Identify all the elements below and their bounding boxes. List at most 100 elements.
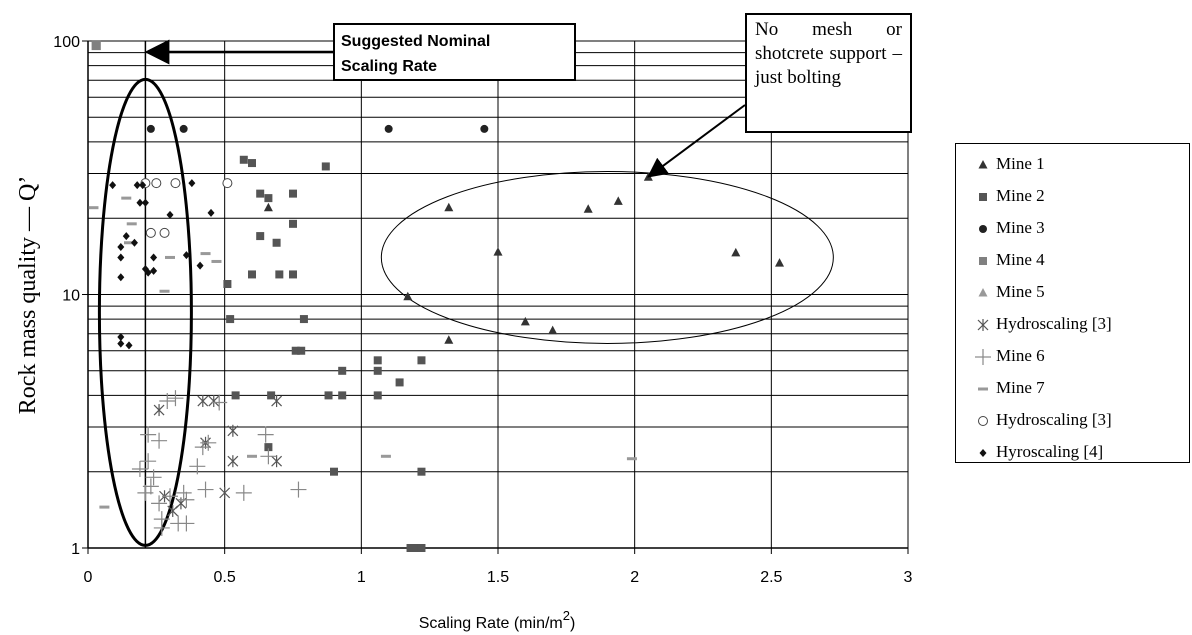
marker-diamond (207, 208, 215, 217)
series-2 (146, 124, 489, 133)
marker-square (248, 270, 256, 279)
legend-item: Hydroscaling [3] (956, 404, 1189, 436)
data-points (88, 40, 785, 552)
tick-labels: 0 0.5 1 1.5 2 2.5 3 1 10 100 (53, 34, 912, 586)
marker-diamond (117, 273, 125, 282)
y-tick-label: 1 (71, 541, 80, 558)
legend-marker-icon (979, 257, 987, 265)
x-tick-label: 2.5 (760, 569, 782, 586)
marker-dash (159, 289, 170, 293)
marker-circle (146, 124, 155, 133)
legend-item: Hydroscaling [3] (956, 308, 1189, 340)
series-8 (140, 178, 233, 238)
marker-diamond (117, 339, 125, 348)
marker-circle (384, 124, 393, 133)
marker-triangle (978, 288, 988, 297)
marker-dash (978, 387, 988, 391)
callout-nominal-scaling-rate: Suggested Nominal Scaling Rate (333, 23, 576, 81)
series-7 (88, 196, 637, 509)
marker-triangle (444, 202, 454, 212)
marker-square (256, 189, 265, 198)
marker-diamond (144, 268, 152, 277)
marker-square (417, 544, 426, 552)
marker-diamond (125, 341, 133, 350)
legend-label: Mine 4 (996, 250, 1045, 269)
marker-square (231, 391, 240, 400)
marker-square (289, 270, 297, 279)
marker-triangle (403, 291, 413, 301)
x-tick-label: 3 (904, 569, 913, 586)
legend-item: Mine 2 (956, 180, 1189, 212)
callout-no-mesh: No mesh or shotcrete support – just bolt… (745, 13, 912, 133)
x-tick-label: 0 (84, 569, 93, 586)
marker-square (338, 391, 347, 400)
y-tick-label: 10 (62, 288, 80, 305)
legend-marker-icon (978, 387, 988, 391)
marker-diamond (130, 238, 138, 247)
marker-circle-open (170, 178, 181, 189)
x-tick-label: 1.5 (487, 569, 509, 586)
marker-triangle (444, 335, 454, 344)
marker-triangle (263, 202, 273, 212)
legend-item: Hyroscaling [4] (956, 436, 1189, 468)
marker-square (979, 257, 987, 265)
marker-diamond (117, 332, 125, 341)
legend-marker-icon (979, 225, 987, 233)
marker-dash (626, 457, 637, 461)
marker-square (373, 391, 382, 400)
marker-triangle (583, 204, 593, 213)
marker-square (272, 238, 281, 247)
legend: Mine 1 Mine 2 Mine 3 Mine 4 Mine 5 Hydroscali… (955, 143, 1190, 463)
marker-diamond (133, 181, 141, 190)
marker-diamond (196, 261, 204, 270)
legend-label: Hydroscaling [3] (996, 410, 1112, 429)
marker-dash (88, 206, 99, 210)
legend-marker-icon (978, 416, 988, 426)
marker-circle (480, 124, 489, 133)
marker-diamond (139, 181, 147, 190)
marker-dash (380, 454, 391, 458)
marker-circle-open (145, 227, 156, 238)
x-axis-label: Scaling Rate (min/m2) (419, 608, 576, 632)
legend-label: Hydroscaling [3] (996, 314, 1112, 333)
marker-dash (200, 252, 211, 256)
callout-nominal-line2: Scaling Rate (341, 58, 438, 75)
series-0 (263, 172, 785, 344)
marker-square (417, 467, 426, 476)
marker-circle (979, 225, 987, 233)
ellipse-no-mesh-region (380, 170, 834, 344)
marker-square (275, 270, 284, 279)
marker-square (324, 391, 333, 400)
series-6 (131, 390, 307, 536)
marker-dash (165, 255, 175, 259)
marker-circle-open (222, 178, 233, 189)
marker-square (406, 544, 415, 552)
marker-diamond (188, 179, 196, 188)
marker-dash (124, 241, 134, 245)
annotation-arrows (144, 39, 746, 178)
marker-square (91, 40, 101, 51)
marker-dash (121, 196, 132, 200)
legend-label: Mine 5 (996, 282, 1045, 301)
marker-square (264, 443, 273, 452)
marker-triangle (613, 196, 623, 205)
y-tick-label: 100 (53, 34, 80, 51)
legend-label: Hyroscaling [4] (996, 442, 1104, 461)
legend-item: Mine 7 (956, 372, 1189, 404)
marker-square (297, 346, 306, 355)
legend-label: Mine 3 (996, 218, 1045, 237)
y-axis-label: Rock mass quality — Q’ (15, 176, 41, 415)
series-3 (91, 40, 101, 51)
marker-square (299, 315, 308, 324)
marker-triangle (978, 160, 988, 169)
marker-square (289, 219, 297, 228)
marker-square (264, 194, 273, 203)
marker-diamond (979, 449, 987, 457)
marker-square (289, 189, 297, 198)
marker-circle-open (151, 178, 162, 189)
marker-diamond (150, 253, 158, 262)
legend-marker-icon (978, 160, 988, 169)
marker-square (291, 346, 300, 355)
marker-square (226, 315, 235, 324)
